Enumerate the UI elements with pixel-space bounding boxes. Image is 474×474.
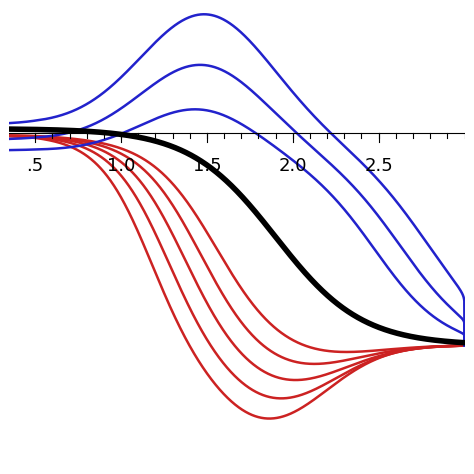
Text: 2.0: 2.0 xyxy=(279,157,307,175)
Text: 1.0: 1.0 xyxy=(107,157,135,175)
Text: 1.5: 1.5 xyxy=(192,157,221,175)
Text: .5: .5 xyxy=(27,157,44,175)
Text: 2.5: 2.5 xyxy=(365,157,393,175)
